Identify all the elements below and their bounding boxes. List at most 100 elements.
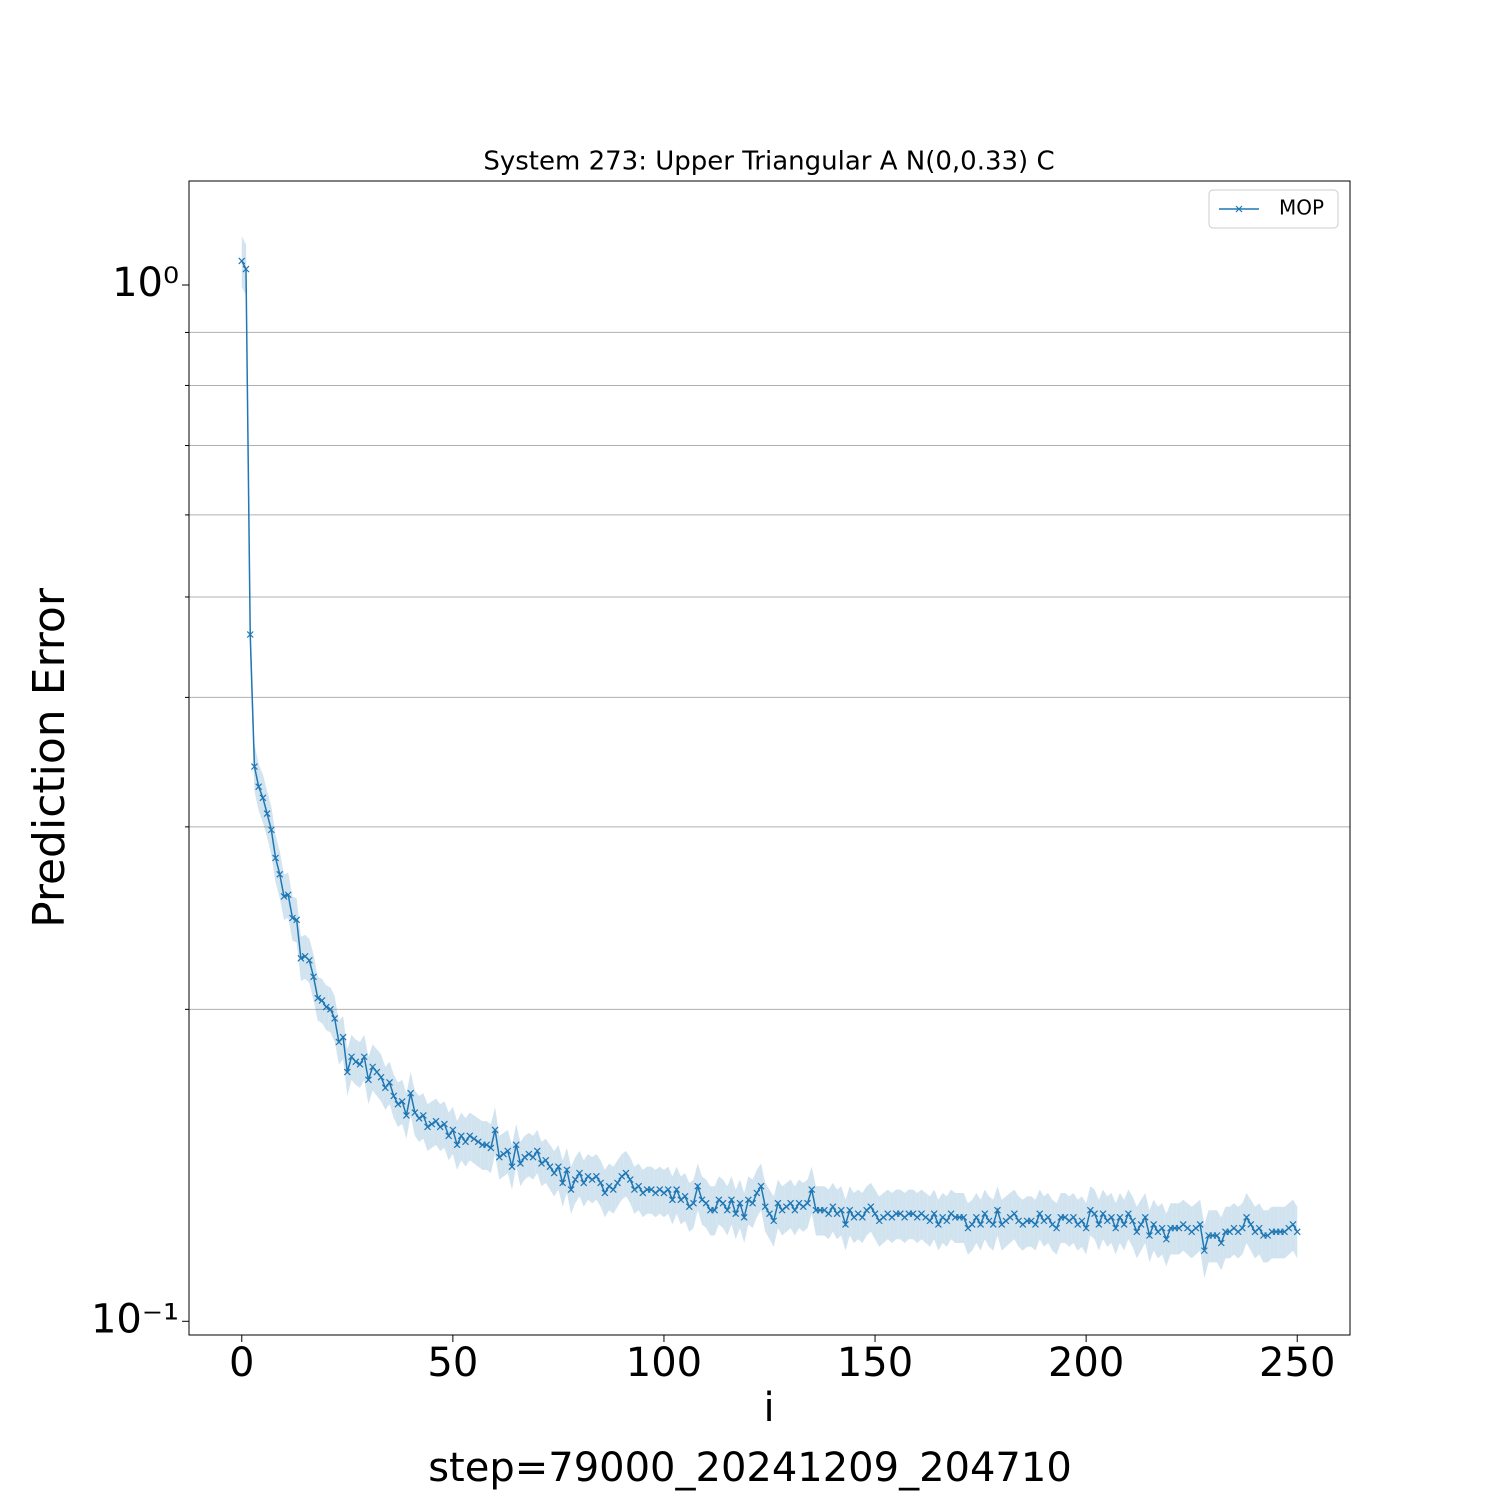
error-band-segment — [1290, 1199, 1296, 1255]
error-band-segment — [526, 1132, 531, 1178]
data-marker — [343, 1068, 351, 1076]
data-marker — [584, 1172, 592, 1180]
data-marker — [934, 1221, 942, 1228]
data-marker — [1082, 1224, 1090, 1232]
data-marker — [424, 1123, 431, 1131]
error-band-segment — [1024, 1196, 1030, 1249]
data-marker — [246, 631, 254, 638]
data-marker — [255, 783, 263, 791]
data-marker — [1213, 1232, 1221, 1239]
data-marker — [571, 1176, 579, 1184]
error-band-segment — [1257, 1203, 1262, 1259]
data-marker — [858, 1213, 866, 1221]
data-marker — [1289, 1221, 1297, 1228]
data-marker — [457, 1132, 465, 1140]
data-marker — [563, 1166, 571, 1174]
error-band-segment — [1084, 1194, 1089, 1255]
error-band-segment — [813, 1176, 819, 1236]
error-band-segment — [467, 1112, 472, 1164]
data-marker — [305, 956, 313, 964]
data-marker — [736, 1199, 744, 1207]
error-band-segment — [421, 1093, 426, 1145]
error-band-segment — [387, 1061, 392, 1112]
error-band-segment — [454, 1114, 460, 1170]
error-band-segment — [488, 1115, 493, 1174]
error-band-segment — [556, 1144, 561, 1199]
data-marker — [694, 1182, 702, 1190]
data-marker — [525, 1150, 533, 1158]
data-marker — [310, 973, 317, 981]
data-marker — [1293, 1228, 1301, 1236]
error-band-segment — [704, 1177, 709, 1232]
data-marker — [276, 870, 284, 878]
chart-title: System 273: Upper Triangular A N(0,0.33)… — [483, 147, 1054, 177]
data-marker — [280, 893, 288, 900]
data-marker — [972, 1213, 980, 1221]
error-band-segment — [383, 1060, 388, 1110]
error-band-segment — [366, 1045, 371, 1105]
data-marker — [1032, 1221, 1039, 1228]
error-band-segment — [809, 1166, 814, 1225]
error-band-segment — [919, 1189, 924, 1242]
data-marker — [318, 997, 326, 1004]
data-marker — [1036, 1210, 1044, 1218]
data-marker — [787, 1199, 795, 1207]
error-band-segment — [505, 1129, 510, 1182]
data-marker — [360, 1053, 368, 1061]
data-marker — [808, 1186, 816, 1194]
error-band-segment — [1214, 1210, 1220, 1267]
data-marker — [521, 1153, 529, 1161]
data-marker — [407, 1089, 415, 1097]
data-marker — [757, 1182, 765, 1190]
error-band-segment — [864, 1184, 869, 1240]
data-marker — [711, 1206, 719, 1214]
data-marker — [1162, 1235, 1170, 1243]
error-band-segment — [1012, 1189, 1017, 1244]
data-marker — [504, 1147, 512, 1155]
error-band-segment — [771, 1187, 776, 1247]
error-band-segment — [1160, 1203, 1165, 1261]
data-marker — [495, 1153, 503, 1161]
data-marker — [1053, 1224, 1061, 1232]
error-band-segment — [932, 1189, 937, 1245]
data-marker — [977, 1221, 985, 1228]
error-band-segment — [345, 1032, 350, 1096]
data-marker — [871, 1210, 879, 1218]
error-band-segment — [1109, 1192, 1114, 1249]
data-marker — [647, 1186, 655, 1194]
data-marker — [761, 1203, 769, 1211]
data-marker — [259, 794, 267, 802]
error-band-segment — [560, 1152, 565, 1207]
error-band-segment — [695, 1163, 700, 1220]
data-marker — [272, 854, 279, 862]
error-band-segment — [1244, 1192, 1249, 1249]
error-band-segment — [868, 1182, 873, 1236]
error-band-segment — [514, 1124, 519, 1179]
error-band-segment — [666, 1166, 671, 1220]
data-marker — [394, 1100, 402, 1108]
error-band-segment — [1062, 1192, 1068, 1245]
data-marker — [487, 1144, 495, 1152]
data-marker — [466, 1132, 474, 1140]
error-band-segment — [1223, 1206, 1228, 1265]
data-marker — [1243, 1213, 1250, 1221]
error-band-segment — [948, 1189, 954, 1244]
legend-marker — [1235, 205, 1243, 213]
data-marker — [618, 1172, 626, 1180]
data-marker — [770, 1217, 778, 1225]
error-band-segment — [788, 1179, 793, 1232]
x-tick-label: 250 — [1259, 1340, 1335, 1386]
data-marker — [567, 1186, 575, 1194]
error-band-segment — [298, 917, 303, 981]
data-marker — [327, 1005, 334, 1013]
error-band-segment — [830, 1182, 835, 1236]
data-marker — [1099, 1210, 1107, 1218]
error-band-segment — [1037, 1189, 1042, 1245]
data-marker — [242, 265, 250, 273]
data-marker — [1095, 1221, 1103, 1228]
error-band-segment — [336, 1008, 341, 1065]
error-band-segment — [995, 1186, 1000, 1244]
error-band-segment — [594, 1154, 599, 1204]
error-band-segment — [1206, 1210, 1211, 1271]
data-marker — [622, 1169, 630, 1177]
